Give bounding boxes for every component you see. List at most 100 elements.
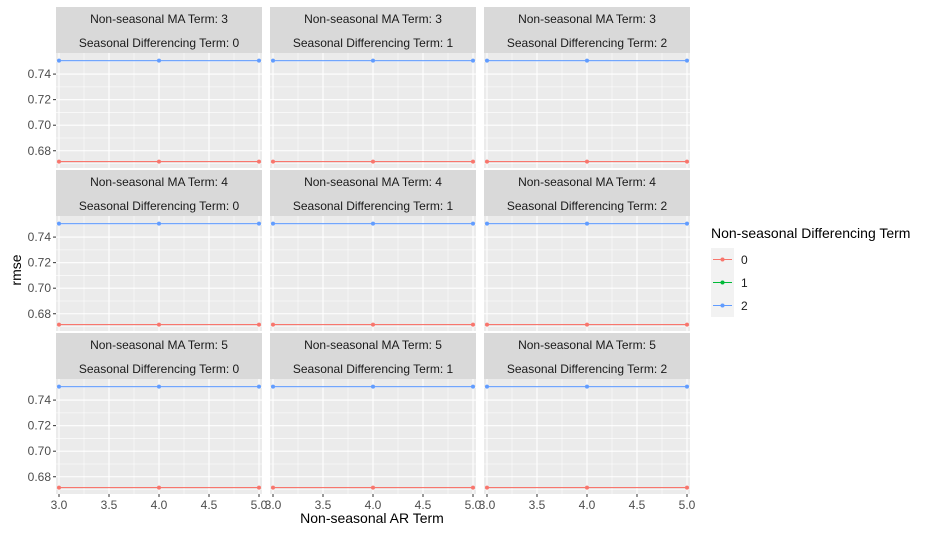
data-point — [371, 58, 375, 63]
data-point — [471, 485, 475, 490]
data-point — [157, 221, 161, 226]
data-point — [371, 159, 375, 164]
x-tick-label: 3.5 — [101, 498, 118, 512]
data-point — [157, 159, 161, 164]
facet-strip-label-bottom: Seasonal Differencing Term: 1 — [293, 36, 454, 50]
x-tick-label: 3.5 — [529, 498, 546, 512]
facet-strip-label-top: Non-seasonal MA Term: 4 — [518, 175, 656, 189]
data-point — [485, 159, 489, 164]
legend-keys: 0 1 2 — [711, 248, 748, 317]
data-point — [57, 159, 61, 164]
data-point — [685, 384, 689, 389]
legend-key-point — [720, 257, 725, 262]
facet-strip-label-bottom: Seasonal Differencing Term: 0 — [79, 362, 240, 376]
y-tick-label: 0.72 — [28, 419, 52, 433]
facet-strip-label-top: Non-seasonal MA Term: 5 — [304, 338, 442, 352]
data-point — [57, 485, 61, 490]
facet-strip-label-bottom: Seasonal Differencing Term: 0 — [79, 36, 240, 50]
facet-strip — [484, 333, 690, 379]
facet-strip-label-bottom: Seasonal Differencing Term: 2 — [507, 36, 668, 50]
data-point — [585, 221, 589, 226]
y-tick-label: 0.68 — [28, 307, 52, 321]
data-point — [257, 58, 261, 63]
legend-label: 1 — [741, 276, 748, 290]
x-tick-label: 4.0 — [151, 498, 168, 512]
data-point — [271, 58, 275, 63]
data-point — [485, 58, 489, 63]
facet-strip-label-bottom: Seasonal Differencing Term: 2 — [507, 199, 668, 213]
data-point — [157, 322, 161, 327]
facet-strip — [56, 7, 262, 53]
y-tick-label: 0.68 — [28, 470, 52, 484]
data-point — [585, 322, 589, 327]
data-point — [471, 384, 475, 389]
legend-label: 0 — [741, 253, 748, 267]
data-point — [585, 159, 589, 164]
facet-strip — [56, 170, 262, 216]
data-point — [471, 58, 475, 63]
data-point — [371, 322, 375, 327]
data-point — [685, 485, 689, 490]
data-point — [57, 58, 61, 63]
legend-key-point — [720, 303, 725, 308]
facet-strip-label-bottom: Seasonal Differencing Term: 0 — [79, 199, 240, 213]
data-point — [471, 322, 475, 327]
legend-item-2: 2 — [711, 294, 748, 317]
data-point — [257, 384, 261, 389]
y-tick-label: 0.68 — [28, 144, 52, 158]
x-tick-label: 5.0 — [465, 498, 482, 512]
facet-panel: Non-seasonal MA Term: 4 Seasonal Differen… — [484, 170, 690, 331]
legend-label: 2 — [741, 299, 748, 313]
facet-panel: Non-seasonal MA Term: 5 Seasonal Differen… — [265, 333, 482, 512]
data-point — [585, 485, 589, 490]
data-point — [471, 221, 475, 226]
data-point — [57, 221, 61, 226]
x-tick-label: 3.0 — [265, 498, 282, 512]
facet-strip-label-top: Non-seasonal MA Term: 3 — [518, 12, 656, 26]
facet-panel: Non-seasonal MA Term: 3 Seasonal Differen… — [270, 7, 476, 168]
facet-panel: Non-seasonal MA Term: 4 Seasonal Differen… — [270, 170, 476, 331]
x-tick-label: 3.0 — [51, 498, 68, 512]
y-tick-label: 0.70 — [28, 281, 52, 295]
data-point — [685, 159, 689, 164]
facet-strip-label-top: Non-seasonal MA Term: 4 — [304, 175, 442, 189]
facet-panel: Non-seasonal MA Term: 3 Seasonal Differen… — [484, 7, 690, 168]
facet-strip-label-top: Non-seasonal MA Term: 4 — [90, 175, 228, 189]
facet-strip-label-top: Non-seasonal MA Term: 5 — [518, 338, 656, 352]
x-tick-label: 4.5 — [415, 498, 432, 512]
facet-panel: Non-seasonal MA Term: 4 Seasonal Differen… — [28, 170, 262, 331]
data-point — [157, 384, 161, 389]
data-point — [371, 485, 375, 490]
y-tick-label: 0.72 — [28, 93, 52, 107]
facet-strip-label-top: Non-seasonal MA Term: 3 — [90, 12, 228, 26]
data-point — [485, 485, 489, 490]
y-tick-label: 0.74 — [28, 67, 52, 81]
y-tick-label: 0.72 — [28, 256, 52, 270]
x-tick-label: 4.0 — [579, 498, 596, 512]
x-tick-label: 4.0 — [365, 498, 382, 512]
facet-panel: Non-seasonal MA Term: 5 Seasonal Differen… — [28, 333, 268, 512]
data-point — [257, 322, 261, 327]
legend-title: Non-seasonal Differencing Term — [711, 225, 910, 241]
x-tick-label: 5.0 — [679, 498, 696, 512]
legend-key-point — [720, 280, 725, 285]
facet-strip-label-top: Non-seasonal MA Term: 3 — [304, 12, 442, 26]
y-tick-label: 0.70 — [28, 118, 52, 132]
data-point — [585, 384, 589, 389]
data-point — [257, 159, 261, 164]
x-tick-label: 3.0 — [479, 498, 496, 512]
legend-item-1: 1 — [711, 271, 748, 294]
data-point — [271, 322, 275, 327]
data-point — [485, 322, 489, 327]
y-axis-title: rmse — [8, 254, 24, 285]
legend: Non-seasonal Differencing Term 0 1 2 — [711, 225, 910, 317]
data-point — [57, 322, 61, 327]
data-point — [471, 159, 475, 164]
data-point — [685, 322, 689, 327]
facet-strip — [484, 170, 690, 216]
data-point — [271, 221, 275, 226]
facet-strip — [270, 170, 476, 216]
facet-strip — [56, 333, 262, 379]
